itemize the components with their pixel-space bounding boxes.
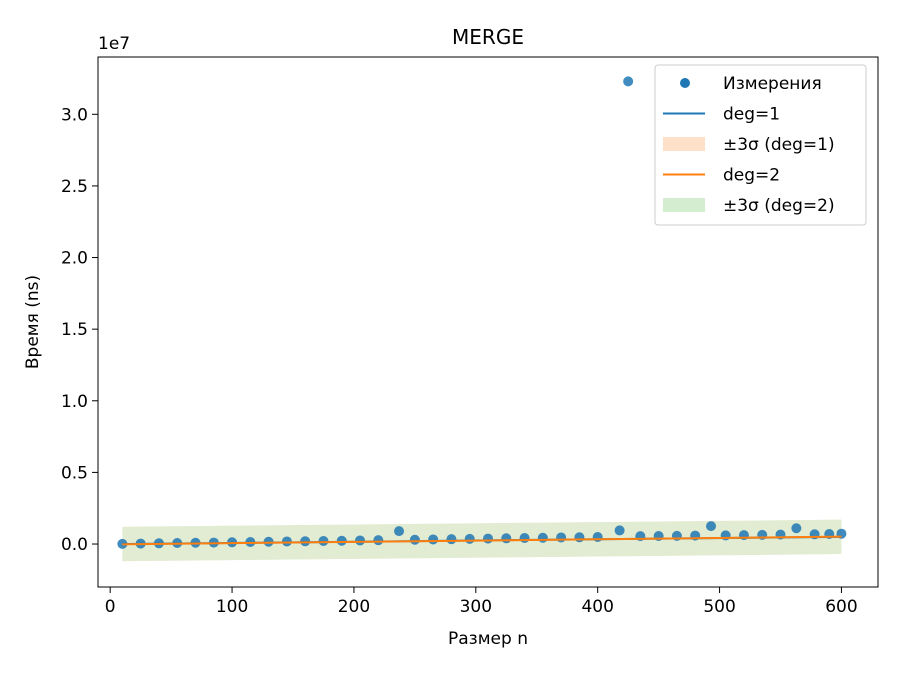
data-point [355, 535, 366, 546]
data-point [409, 534, 420, 545]
y-tick-label: 3.0 [61, 105, 88, 125]
data-point [574, 532, 585, 543]
data-point [318, 536, 329, 547]
legend-item: ±3σ (deg=1) [663, 135, 835, 155]
x-axis: 0 100 200 300 400 500 600 [105, 587, 858, 617]
fit-line-deg-2 [122, 535, 842, 546]
legend-item: deg=1 [663, 105, 780, 125]
legend-label: Измерения [723, 74, 822, 94]
x-tick-label: 100 [216, 597, 248, 617]
data-point [394, 526, 405, 537]
x-tick-label: 200 [338, 597, 370, 617]
data-point [623, 76, 634, 87]
legend-item: ±3σ (deg=2) [663, 196, 835, 216]
data-point [592, 532, 603, 543]
legend-item: deg=2 [663, 166, 780, 186]
legend-item: Измерения [680, 74, 822, 94]
data-point [464, 533, 475, 544]
legend: Измерения deg=1 ±3σ (deg=1) deg=2 ±3σ (deg=2… [654, 64, 867, 226]
data-point [519, 533, 530, 544]
y-offset-label: 1e7 [98, 34, 130, 54]
legend-label: deg=2 [723, 166, 780, 186]
data-point [791, 523, 802, 534]
y-tick-label: 0.0 [61, 535, 88, 555]
data-point [501, 533, 512, 544]
legend-label: deg=1 [723, 105, 780, 125]
y-axis: 0.0 0.5 1.0 1.5 2.0 2.5 3.0 [61, 105, 98, 555]
legend-label: ±3σ (deg=1) [723, 135, 835, 155]
data-point [446, 534, 457, 545]
plot-area [117, 76, 847, 562]
chart-title: MERGE [452, 25, 524, 49]
data-point [373, 535, 384, 546]
legend-box [654, 64, 867, 226]
data-point [483, 533, 493, 544]
data-point [336, 535, 347, 546]
legend-marker [680, 78, 690, 88]
legend-patch [663, 198, 705, 212]
y-tick-label: 1.0 [61, 392, 88, 412]
data-point [428, 534, 439, 545]
y-tick-label: 2.5 [61, 177, 88, 197]
legend-patch [663, 137, 705, 151]
y-tick-label: 2.0 [61, 249, 88, 269]
x-tick-label: 600 [825, 597, 857, 617]
legend-label: ±3σ (deg=2) [723, 196, 835, 216]
plot-frame [97, 56, 879, 588]
y-axis-label: Время (ns) [23, 275, 43, 369]
data-point [706, 521, 717, 532]
y-tick-label: 1.5 [61, 320, 88, 340]
data-point [537, 532, 548, 543]
data-point [556, 532, 567, 543]
x-tick-label: 0 [105, 597, 116, 617]
x-tick-label: 400 [581, 597, 613, 617]
x-tick-label: 500 [703, 597, 735, 617]
x-tick-label: 300 [460, 597, 492, 617]
data-point [614, 525, 625, 536]
y-tick-label: 0.5 [61, 463, 88, 483]
x-axis-label: Размер n [448, 629, 528, 649]
